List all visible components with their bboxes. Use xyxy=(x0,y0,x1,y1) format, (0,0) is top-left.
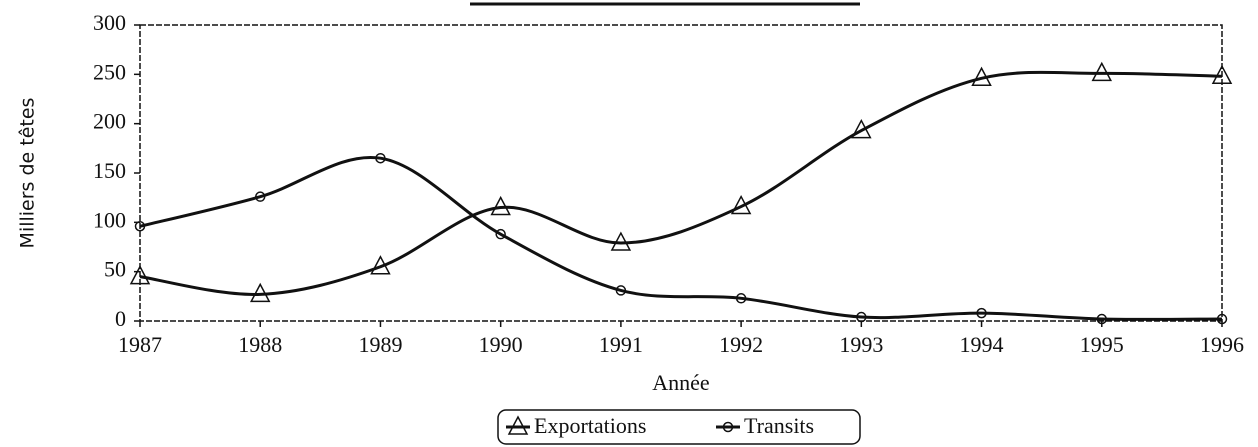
series-line xyxy=(139,155,1223,321)
y-axis-label: Milliers de têtes xyxy=(17,98,39,249)
plot-frame xyxy=(139,24,1223,322)
y-tick-label: 300 xyxy=(93,10,126,35)
marker xyxy=(610,231,632,251)
marker xyxy=(134,221,146,232)
x-tick-label: 1991 xyxy=(599,332,643,357)
marker xyxy=(976,307,987,319)
marker xyxy=(495,228,506,240)
x-tick-label: 1995 xyxy=(1080,332,1124,357)
x-tick-label: 1993 xyxy=(839,332,883,357)
series-line xyxy=(139,70,1223,296)
marker xyxy=(1091,61,1113,82)
legend-box xyxy=(497,409,861,445)
legend-marker xyxy=(507,415,529,435)
x-tick-label: 1988 xyxy=(238,332,282,357)
x-tick-label: 1987 xyxy=(118,332,162,357)
marker xyxy=(1211,64,1233,85)
legend-label: Transits xyxy=(744,413,814,438)
marker xyxy=(615,285,627,296)
marker xyxy=(856,311,867,323)
y-tick-label: 0 xyxy=(115,306,126,331)
marker xyxy=(851,118,872,139)
x-tick-label: 1989 xyxy=(358,332,402,357)
marker xyxy=(490,195,511,216)
y-tick-label: 250 xyxy=(93,59,126,84)
marker xyxy=(129,264,151,285)
y-tick-label: 100 xyxy=(93,207,126,232)
x-tick-label: 1990 xyxy=(479,332,523,357)
x-tick-label: 1992 xyxy=(719,332,763,357)
y-tick-label: 50 xyxy=(104,257,126,282)
marker xyxy=(1216,313,1228,325)
marker xyxy=(375,152,386,164)
marker xyxy=(1096,313,1108,325)
marker xyxy=(254,191,266,202)
marker xyxy=(971,66,992,87)
legend-label: Exportations xyxy=(534,413,646,438)
marker xyxy=(735,293,747,304)
marker xyxy=(249,282,271,303)
marker xyxy=(370,255,391,275)
legend-marker xyxy=(722,421,734,433)
y-tick-label: 200 xyxy=(93,109,126,134)
x-axis-label: Année xyxy=(652,370,709,395)
x-tick-label: 1994 xyxy=(960,332,1004,357)
marker xyxy=(730,194,752,215)
x-tick-label: 1996 xyxy=(1200,332,1244,357)
y-tick-label: 150 xyxy=(93,158,126,183)
